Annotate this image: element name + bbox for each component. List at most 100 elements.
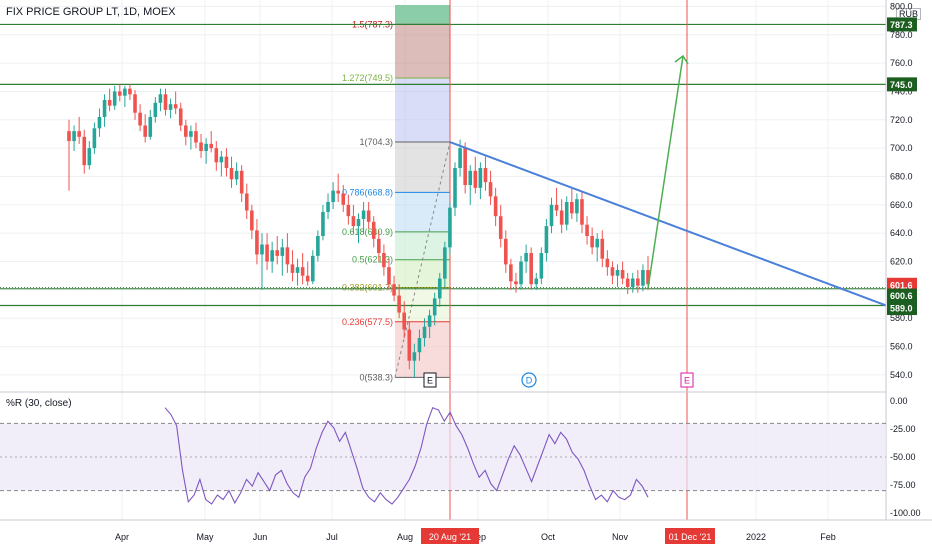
williams-r-panel bbox=[0, 406, 886, 505]
candle bbox=[595, 233, 600, 262]
price-label-box bbox=[887, 288, 917, 303]
candle-body bbox=[387, 267, 391, 285]
price-tick-label: 660.0 bbox=[890, 200, 913, 210]
candle-body bbox=[559, 210, 564, 225]
candle bbox=[194, 122, 198, 149]
candle-body bbox=[564, 202, 569, 225]
fib-zone bbox=[395, 192, 450, 232]
candle bbox=[397, 284, 401, 319]
horizontal-levels bbox=[0, 23, 886, 307]
price-tick-label: 560.0 bbox=[890, 342, 913, 352]
candle-body bbox=[427, 315, 432, 327]
time-tick-label: May bbox=[196, 532, 214, 542]
event-marker-label: D bbox=[526, 376, 533, 386]
candle-body bbox=[321, 211, 325, 237]
event-marker-label: E bbox=[684, 376, 690, 386]
candle-body bbox=[498, 216, 503, 239]
fib-level-label: 0.382(601.7) bbox=[342, 282, 393, 292]
candle-body bbox=[97, 116, 102, 129]
price-label: 745.0 bbox=[890, 80, 913, 90]
candle-body bbox=[72, 131, 76, 142]
candle bbox=[87, 141, 92, 170]
projection-arrow bbox=[647, 54, 689, 289]
candle bbox=[432, 292, 437, 326]
candle bbox=[173, 91, 178, 115]
candle bbox=[133, 90, 137, 120]
candle bbox=[534, 272, 539, 290]
price-tick-label: 740.0 bbox=[890, 86, 913, 96]
candle-body bbox=[189, 131, 193, 137]
candle bbox=[189, 125, 193, 150]
candle-body bbox=[549, 204, 554, 227]
candle-body bbox=[600, 238, 605, 259]
wr-tick-label: 0.00 bbox=[890, 396, 908, 406]
candle-body bbox=[260, 244, 264, 255]
candle bbox=[488, 170, 493, 205]
candle bbox=[407, 321, 412, 370]
price-tick-label: 780.0 bbox=[890, 30, 913, 40]
candle-body bbox=[590, 236, 594, 248]
williams-r-line bbox=[164, 406, 649, 505]
candle-body bbox=[488, 182, 493, 197]
candle-body bbox=[326, 202, 330, 212]
candle-body bbox=[625, 278, 630, 288]
candle-body bbox=[199, 142, 203, 151]
candle bbox=[275, 236, 280, 265]
candle-body bbox=[509, 264, 513, 282]
candle-body bbox=[214, 148, 219, 163]
candle bbox=[229, 156, 234, 188]
candle bbox=[356, 213, 361, 244]
price-label-box bbox=[887, 301, 917, 316]
candle bbox=[417, 329, 422, 361]
candle bbox=[67, 119, 71, 191]
candle bbox=[468, 165, 473, 205]
candle-body bbox=[346, 204, 351, 217]
candle bbox=[285, 233, 290, 273]
price-tick-label: 680.0 bbox=[890, 171, 913, 181]
candle bbox=[625, 272, 630, 295]
candle bbox=[316, 230, 320, 262]
candle bbox=[305, 261, 310, 286]
price-tick-label: 700.0 bbox=[890, 143, 913, 153]
candle-body bbox=[194, 131, 198, 143]
candle bbox=[636, 270, 640, 293]
candle-body bbox=[290, 264, 295, 273]
candle-body bbox=[204, 143, 208, 151]
candle-body bbox=[285, 247, 290, 265]
candle bbox=[209, 131, 214, 153]
candle-body bbox=[184, 125, 188, 137]
candle bbox=[570, 187, 574, 220]
candle bbox=[478, 162, 483, 200]
candle-body bbox=[138, 112, 142, 126]
time-tick-label: Apr bbox=[115, 532, 129, 542]
candle bbox=[321, 204, 325, 241]
date-highlight-box bbox=[665, 528, 715, 544]
candle-body bbox=[610, 267, 615, 276]
candle-body bbox=[82, 136, 87, 166]
candle bbox=[549, 197, 554, 234]
candle bbox=[331, 182, 335, 210]
candle-body bbox=[371, 221, 376, 239]
candle bbox=[463, 142, 467, 194]
price-label: 787.3 bbox=[890, 20, 913, 30]
fibonacci-retracement: 1.5(787.3)1.272(749.5)1(704.3)0.786(668.… bbox=[342, 5, 451, 382]
candle-body bbox=[615, 270, 620, 276]
candle bbox=[422, 318, 427, 347]
candle bbox=[498, 204, 503, 248]
event-marker-box bbox=[680, 372, 694, 388]
fib-zone bbox=[395, 259, 450, 288]
fib-zone bbox=[395, 24, 450, 78]
candle bbox=[112, 85, 117, 110]
candle bbox=[295, 258, 300, 286]
time-tick-label: Oct bbox=[541, 532, 556, 542]
price-tick-label: 540.0 bbox=[890, 370, 913, 380]
candle-body bbox=[234, 170, 239, 180]
candle-body bbox=[143, 125, 147, 137]
candle bbox=[163, 88, 168, 116]
candle bbox=[641, 264, 645, 292]
fib-level-label: 0.236(577.5) bbox=[342, 317, 393, 327]
candle bbox=[377, 230, 381, 262]
candle bbox=[600, 230, 605, 268]
